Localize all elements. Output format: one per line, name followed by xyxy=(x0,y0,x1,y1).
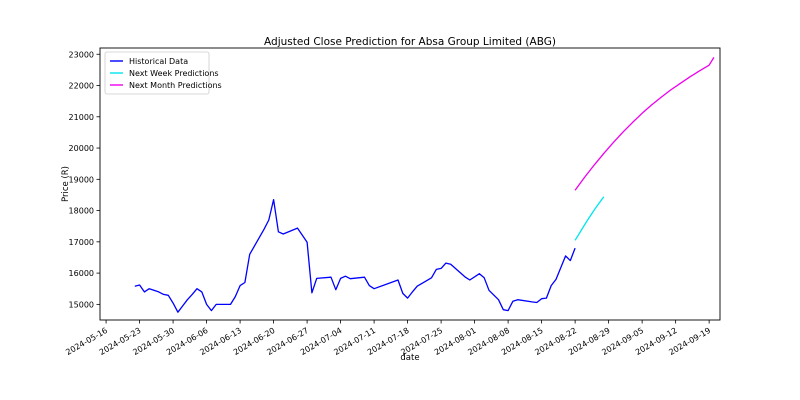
series-line-next-month-predictions xyxy=(574,57,715,191)
y-tick-label: 23000 xyxy=(69,50,94,59)
y-axis-ticks: 15000 16000 17000 18000 19000 20000 21000 22000… xyxy=(69,50,100,309)
y-axis-label: Price (R) xyxy=(61,166,71,202)
series-line-historical-data xyxy=(134,198,576,313)
legend-label: Historical Data xyxy=(129,57,188,66)
series-layer xyxy=(134,57,715,313)
chart-title: Adjusted Close Prediction for Absa Group… xyxy=(264,36,556,48)
legend: Historical Data Next Week Predictions Next… xyxy=(104,51,222,95)
y-tick-label: 18000 xyxy=(69,207,94,216)
y-tick-label: 21000 xyxy=(69,113,94,122)
legend-box xyxy=(104,51,210,95)
y-tick-label: 20000 xyxy=(69,144,94,153)
y-tick-label: 22000 xyxy=(69,82,94,91)
series-line-next-week-predictions xyxy=(574,196,605,241)
x-axis-label: date xyxy=(400,353,419,363)
x-axis-ticks: 2024-05-162024-05-232024-05-302024-06-06… xyxy=(64,320,712,357)
legend-label: Next Month Predictions xyxy=(129,81,222,90)
legend-label: Next Week Predictions xyxy=(129,69,219,78)
y-tick-label: 16000 xyxy=(69,269,94,278)
y-tick-label: 15000 xyxy=(69,300,94,309)
y-tick-label: 17000 xyxy=(69,238,94,247)
plot-area xyxy=(99,47,721,321)
y-tick-label: 19000 xyxy=(69,175,94,184)
